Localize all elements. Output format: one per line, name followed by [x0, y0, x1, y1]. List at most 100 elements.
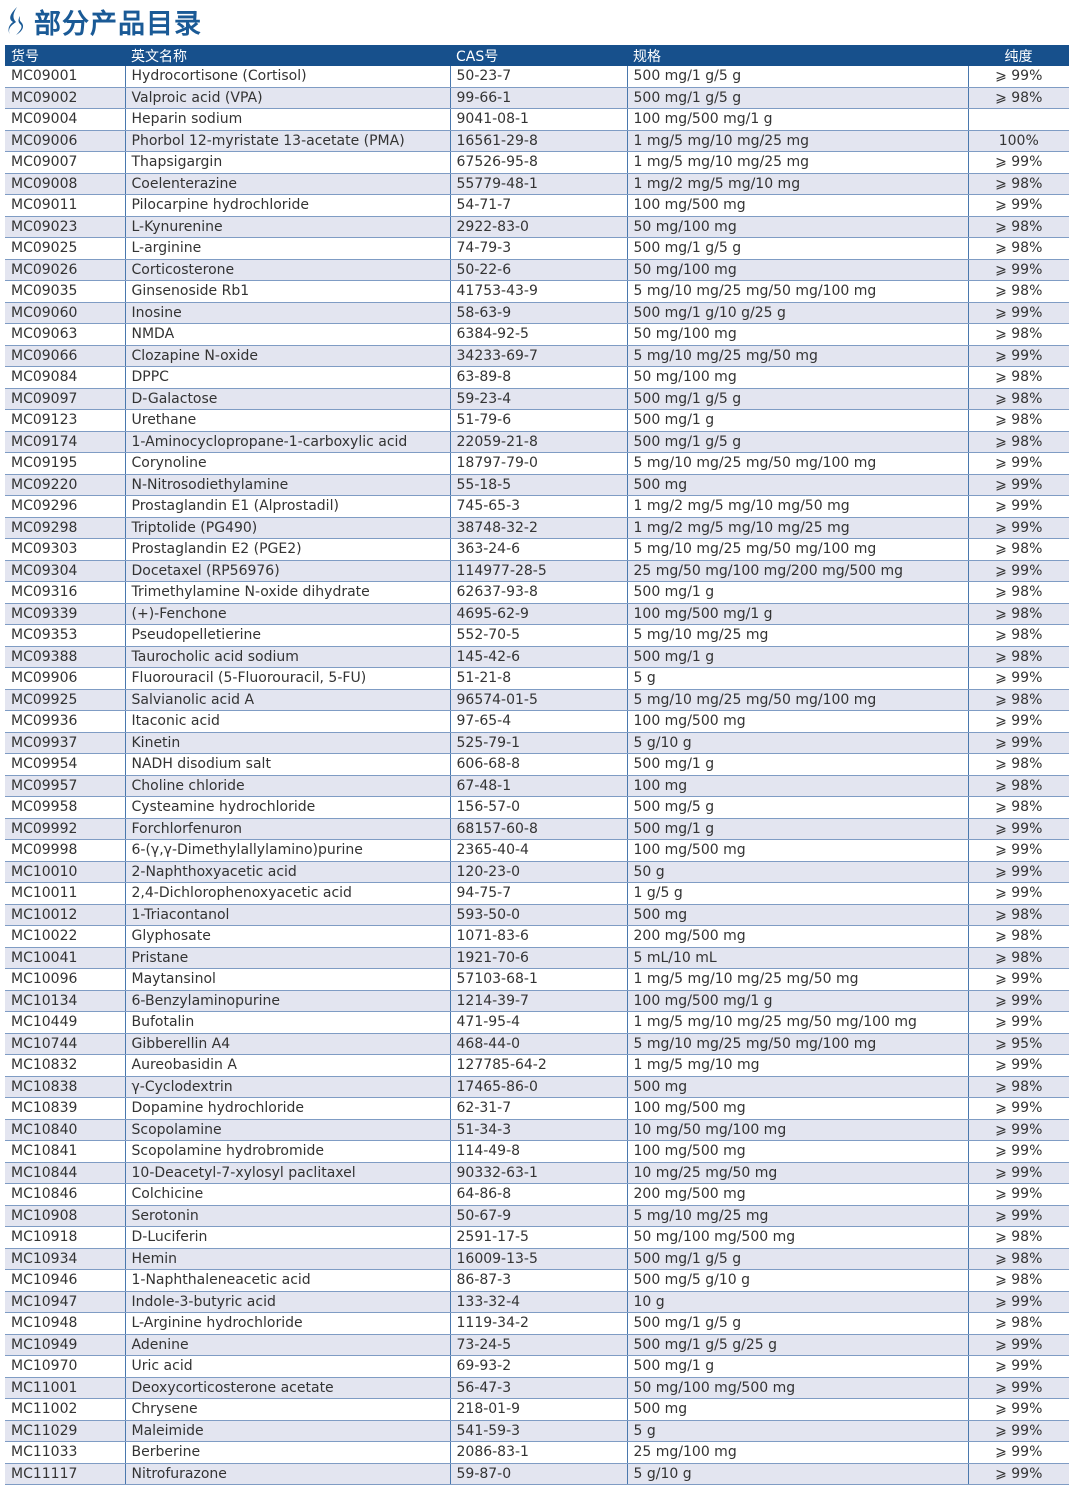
cell-cas: 58-63-9	[449, 302, 627, 324]
cell-spec: 1 mg/5 mg/10 mg/25 mg	[626, 151, 968, 174]
table-row: MC10839 Dopamine hydrochloride 62-31-7 100 …	[5, 1097, 1069, 1120]
cell-catalog-no: MC09296	[5, 495, 125, 518]
cell-purity: ⩾ 98%	[967, 237, 1069, 260]
cell-english-name: Cysteamine hydrochloride	[124, 796, 450, 819]
cell-catalog-no: MC10840	[5, 1119, 125, 1141]
table-row: MC09958 Cysteamine hydrochloride 156-57-0 5…	[5, 796, 1069, 819]
cell-spec: 500 mg/1 g/5 g	[626, 237, 968, 260]
table-row: MC09339 (+)-Fenchone 4695-62-9 100 mg/500 m…	[5, 603, 1069, 625]
cell-catalog-no: MC10934	[5, 1248, 125, 1270]
cell-cas: 18797-79-0	[449, 452, 627, 475]
cell-purity: ⩾ 98%	[967, 646, 1069, 668]
table-row: MC09007 Thapsigargin 67526-95-8 1 mg/5 mg/1…	[5, 151, 1069, 174]
table-header: 货号 英文名称 CAS号 规格 纯度	[5, 45, 1069, 66]
cell-spec: 500 mg/1 g	[626, 753, 968, 776]
cell-catalog-no: MC10838	[5, 1076, 125, 1098]
table-row: MC10908 Serotonin 50-67-9 5 mg/10 mg/25 mg ⩾…	[5, 1205, 1069, 1227]
cell-catalog-no: MC09026	[5, 259, 125, 281]
cell-spec: 200 mg/500 mg	[626, 1183, 968, 1206]
table-row: MC10744 Gibberellin A4 468-44-0 5 mg/10 mg/…	[5, 1033, 1069, 1055]
cell-english-name: Kinetin	[124, 732, 450, 754]
cell-catalog-no: MC09925	[5, 689, 125, 711]
table-row: MC10949 Adenine 73-24-5 500 mg/1 g/5 g/25 g…	[5, 1334, 1069, 1356]
cell-english-name: Pilocarpine hydrochloride	[124, 194, 450, 217]
cell-catalog-no: MC10010	[5, 861, 125, 883]
cell-catalog-no: MC09035	[5, 280, 125, 303]
cell-purity: 100%	[967, 130, 1069, 152]
cell-english-name: Uric acid	[124, 1355, 450, 1378]
cell-cas: 1214-39-7	[449, 990, 627, 1012]
cell-purity: ⩾ 99%	[967, 1377, 1069, 1399]
cell-catalog-no: MC09123	[5, 409, 125, 432]
table-row: MC10010 2-Naphthoxyacetic acid 120-23-0 50 …	[5, 861, 1069, 883]
cell-catalog-no: MC09002	[5, 87, 125, 109]
cell-english-name: DPPC	[124, 366, 450, 389]
table-row: MC09195 Corynoline 18797-79-0 5 mg/10 mg/25…	[5, 452, 1069, 475]
cell-spec: 500 mg/1 g/5 g/25 g	[626, 1334, 968, 1356]
cell-english-name: D-Luciferin	[124, 1226, 450, 1249]
cell-spec: 10 mg/50 mg/100 mg	[626, 1119, 968, 1141]
cell-spec: 5 mg/10 mg/25 mg/50 mg/100 mg	[626, 452, 968, 475]
cell-spec: 500 mg	[626, 474, 968, 496]
cell-spec: 5 mg/10 mg/25 mg	[626, 624, 968, 647]
cell-catalog-no: MC10012	[5, 904, 125, 926]
cell-catalog-no: MC10908	[5, 1205, 125, 1227]
cell-english-name: Corynoline	[124, 452, 450, 475]
cell-english-name: Phorbol 12-myristate 13-acetate (PMA)	[124, 130, 450, 152]
cell-spec: 500 mg/5 g/10 g	[626, 1269, 968, 1292]
table-row: MC09954 NADH disodium salt 606-68-8 500 mg/…	[5, 753, 1069, 776]
cell-cas: 606-68-8	[449, 753, 627, 776]
table-row: MC09006 Phorbol 12-myristate 13-acetate (…	[5, 130, 1069, 152]
cell-cas: 68157-60-8	[449, 818, 627, 840]
cell-spec: 25 mg/100 mg	[626, 1441, 968, 1464]
cell-cas: 34233-69-7	[449, 345, 627, 367]
cell-catalog-no: MC10947	[5, 1291, 125, 1313]
cell-catalog-no: MC09007	[5, 151, 125, 174]
cell-purity: ⩾ 99%	[967, 1054, 1069, 1077]
table-row: MC10096 Maytansinol 57103-68-1 1 mg/5 mg/10…	[5, 968, 1069, 991]
cell-catalog-no: MC09303	[5, 538, 125, 561]
table-row: MC09011 Pilocarpine hydrochloride 54-71-7 1…	[5, 194, 1069, 217]
cell-spec: 1 mg/2 mg/5 mg/10 mg/50 mg	[626, 495, 968, 518]
cell-english-name: Ginsenoside Rb1	[124, 280, 450, 303]
cell-spec: 5 mL/10 mL	[626, 947, 968, 969]
cell-cas: 1071-83-6	[449, 925, 627, 948]
cell-spec: 500 mg/1 g	[626, 581, 968, 604]
table-row: MC09097 D-Galactose 59-23-4 500 mg/1 g/5 g ⩾…	[5, 388, 1069, 410]
cell-english-name: Indole-3-butyric acid	[124, 1291, 450, 1313]
cell-cas: 1921-70-6	[449, 947, 627, 969]
cell-english-name: NADH disodium salt	[124, 753, 450, 776]
cell-catalog-no: MC09066	[5, 345, 125, 367]
cell-english-name: Deoxycorticosterone acetate	[124, 1377, 450, 1399]
table-row: MC10918 D-Luciferin 2591-17-5 50 mg/100 mg/…	[5, 1226, 1069, 1249]
header-spec: 规格	[627, 45, 968, 66]
cell-catalog-no: MC09195	[5, 452, 125, 475]
table-row: MC10841 Scopolamine hydrobromide 114-49-8 1…	[5, 1140, 1069, 1163]
cell-cas: 41753-43-9	[449, 280, 627, 303]
table-row: MC09998 6-(γ,γ-Dimethylallylamino)purine 2…	[5, 839, 1069, 862]
cell-catalog-no: MC11033	[5, 1441, 125, 1464]
cell-purity: ⩾ 99%	[967, 1140, 1069, 1163]
cell-cas: 552-70-5	[449, 624, 627, 647]
cell-cas: 114977-28-5	[449, 560, 627, 582]
cell-spec: 500 mg	[626, 1398, 968, 1421]
cell-purity: ⩾ 99%	[967, 259, 1069, 281]
cell-cas: 51-21-8	[449, 667, 627, 690]
table-row: MC10832 Aureobasidin A 127785-64-2 1 mg/5 m…	[5, 1054, 1069, 1077]
cell-english-name: Fluorouracil (5-Fluorouracil, 5-FU)	[124, 667, 450, 690]
cell-cas: 69-93-2	[449, 1355, 627, 1378]
cell-cas: 64-86-8	[449, 1183, 627, 1206]
cell-english-name: Salvianolic acid A	[124, 689, 450, 711]
table-row: MC10934 Hemin 16009-13-5 500 mg/1 g/5 g ⩾ 98…	[5, 1248, 1069, 1270]
table-row: MC09066 Clozapine N-oxide 34233-69-7 5 mg/1…	[5, 345, 1069, 367]
cell-purity: ⩾ 99%	[967, 302, 1069, 324]
table-row: MC09174 1-Aminocyclopropane-1-carboxylic …	[5, 431, 1069, 453]
cell-purity: ⩾ 99%	[967, 1119, 1069, 1141]
cell-catalog-no: MC09958	[5, 796, 125, 819]
cell-catalog-no: MC09937	[5, 732, 125, 754]
cell-cas: 2922-83-0	[449, 216, 627, 238]
cell-spec: 1 mg/5 mg/10 mg/25 mg	[626, 130, 968, 152]
cell-spec: 50 mg/100 mg/500 mg	[626, 1226, 968, 1249]
header-purity: 纯度	[968, 45, 1069, 66]
cell-cas: 541-59-3	[449, 1420, 627, 1442]
